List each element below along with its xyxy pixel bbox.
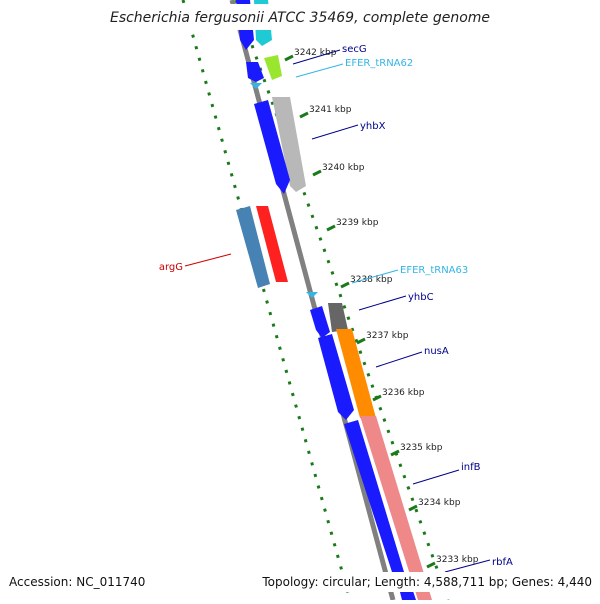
tick-mark [340,281,350,289]
gene-leader-line [375,351,423,368]
gene-leader-line [412,469,460,485]
gene-block[interactable] [254,100,290,194]
gene-label-yhbx[interactable]: yhbX [360,121,386,132]
accession-backdrop [0,572,160,592]
gene-block[interactable] [344,420,404,582]
tick-mark [299,111,309,119]
tick-mark [426,561,436,569]
tick-mark [356,337,366,345]
gene-block[interactable] [336,329,376,418]
gene-block[interactable] [310,306,330,338]
tick-mark [390,449,400,457]
inner-dotted-track [234,0,450,601]
tick-label: 3238 kbp [350,275,393,285]
gene-block[interactable] [264,55,282,80]
tick-mark [284,54,294,62]
gene-blocks-left [236,0,416,600]
tick-label: 3236 kbp [382,388,425,398]
gene-label-secg[interactable]: secG [342,44,367,55]
gene-block[interactable] [236,206,270,288]
tick-layer: 3242 kbp 3241 kbp 3240 kbp 3239 kbp 3238 kbp… [284,48,479,569]
tick-mark [326,224,336,232]
gene-label-efer-trna62[interactable]: EFER_tRNA62 [345,58,413,69]
gene-leader-line [311,124,359,140]
gene-label-rbfa[interactable]: rbfA [492,557,513,568]
gene-leader-line [351,269,399,284]
title-backdrop [100,4,500,30]
tick-mark [408,504,418,512]
trna-marker[interactable] [250,83,262,89]
gene-label-nusa[interactable]: nusA [424,346,449,357]
gene-blocks-right [254,0,432,600]
gene-label-efer-trna63[interactable]: EFER_tRNA63 [400,265,468,276]
backbone-line [229,0,396,601]
gene-label-yhbc[interactable]: yhbC [408,292,434,303]
topology-backdrop [258,572,598,592]
map-title: Escherichia fergusonii ATCC 35469, compl… [110,10,490,26]
gene-leader-line [444,559,491,573]
gene-block[interactable] [256,206,288,282]
gene-block[interactable] [272,97,306,192]
gene-block[interactable] [246,62,264,82]
tick-label: 3237 kbp [366,331,409,341]
gene-block[interactable] [360,416,432,600]
tick-label: 3240 kbp [322,163,365,173]
topology-text: Topology: circular; Length: 4,588,711 bp… [261,575,592,589]
outer-dotted-track [181,0,352,601]
trna-marker[interactable] [306,292,318,298]
tick-label: 3239 kbp [336,218,379,228]
gene-leader-line [358,295,407,311]
gene-block[interactable] [328,303,348,332]
gene-leader-line [184,253,232,267]
accession-text: Accession: NC_011740 [9,575,145,589]
tick-mark [312,169,322,177]
tick-label: 3233 kbp [436,555,479,565]
tick-label: 3241 kbp [309,105,352,115]
gene-label-layer: secG EFER_tRNA62 yhbX argG EFER_tRNA63 yhbC nu… [159,44,513,573]
gene-label-argg[interactable]: argG [159,262,183,273]
gene-label-infb[interactable]: infB [461,462,481,473]
tick-label: 3242 kbp [294,48,337,58]
gene-block[interactable] [318,334,354,420]
tick-label: 3234 kbp [418,498,461,508]
tick-label: 3235 kbp [400,443,443,453]
gene-leader-line [292,49,341,65]
gene-leader-line [295,63,344,78]
tick-mark [372,394,382,402]
